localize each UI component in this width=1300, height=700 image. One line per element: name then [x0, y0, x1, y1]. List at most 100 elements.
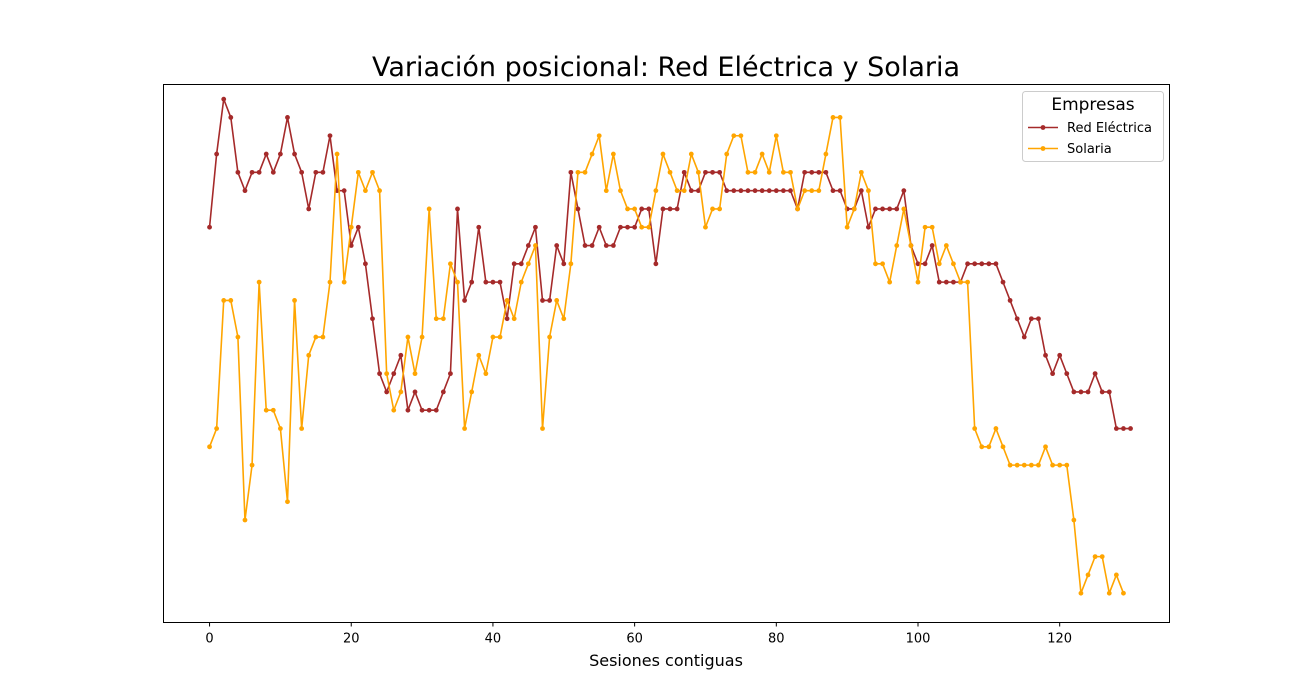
- data-point-red-electrica: [355, 224, 361, 230]
- data-point-red-electrica: [214, 151, 220, 157]
- data-point-solaria: [228, 298, 234, 303]
- data-point-solaria: [277, 426, 283, 431]
- data-point-red-electrica: [490, 279, 496, 285]
- legend-frame: [1022, 91, 1164, 162]
- data-point-red-electrica: [943, 279, 949, 285]
- data-point-red-electrica: [1064, 371, 1070, 377]
- data-point-solaria: [851, 206, 857, 212]
- data-point-red-electrica: [504, 316, 510, 322]
- data-point-solaria: [1007, 462, 1013, 468]
- data-point-red-electrica: [370, 316, 375, 322]
- data-point-solaria: [858, 169, 864, 175]
- data-point-red-electrica: [1121, 426, 1126, 431]
- x-tick-label: 120: [1047, 632, 1072, 647]
- data-point-solaria: [377, 188, 382, 194]
- data-point-red-electrica: [455, 206, 460, 212]
- legend-label-red-electrica: Red Eléctrica: [1067, 121, 1152, 136]
- data-point-solaria: [1043, 444, 1048, 450]
- data-point-solaria: [979, 444, 985, 450]
- data-point-solaria: [540, 426, 545, 431]
- data-point-red-electrica: [327, 133, 333, 139]
- data-point-solaria: [1113, 572, 1119, 578]
- data-point-solaria: [901, 206, 907, 212]
- data-point-red-electrica: [603, 243, 609, 248]
- data-point-red-electrica: [823, 169, 829, 175]
- data-point-solaria: [1121, 590, 1126, 596]
- data-point-solaria: [469, 389, 475, 395]
- data-point-red-electrica: [377, 371, 382, 377]
- x-tick-label: 0: [205, 632, 213, 647]
- data-point-red-electrica: [412, 389, 418, 395]
- data-point-solaria: [766, 169, 772, 175]
- data-point-solaria: [320, 334, 326, 340]
- data-point-solaria: [773, 133, 779, 139]
- data-point-solaria: [752, 169, 758, 175]
- data-point-solaria: [582, 169, 588, 175]
- data-point-solaria: [695, 169, 701, 175]
- data-point-solaria: [908, 243, 914, 248]
- data-point-red-electrica: [341, 188, 347, 194]
- data-point-red-electrica: [426, 407, 432, 413]
- data-point-red-electrica: [596, 224, 602, 230]
- data-point-red-electrica: [639, 206, 645, 212]
- data-point-red-electrica: [518, 261, 524, 267]
- data-point-solaria: [745, 169, 751, 175]
- data-point-red-electrica: [717, 169, 723, 175]
- data-point-solaria: [667, 169, 673, 175]
- data-point-solaria: [823, 151, 829, 157]
- data-point-red-electrica: [880, 206, 885, 212]
- data-point-solaria: [618, 188, 623, 194]
- data-point-red-electrica: [731, 188, 737, 194]
- data-point-red-electrica: [313, 169, 319, 175]
- data-point-solaria: [1036, 462, 1041, 468]
- data-point-red-electrica: [681, 169, 687, 175]
- data-point-red-electrica: [873, 206, 878, 212]
- data-point-solaria: [1000, 444, 1006, 450]
- data-point-solaria: [1064, 462, 1070, 468]
- data-point-solaria: [214, 426, 220, 431]
- data-point-solaria: [710, 206, 715, 212]
- data-point-solaria: [1028, 462, 1034, 468]
- data-point-red-electrica: [887, 206, 893, 212]
- data-point-solaria: [866, 188, 871, 194]
- data-point-red-electrica: [242, 188, 248, 194]
- x-axis-label: Sesiones contiguas: [589, 651, 743, 670]
- x-tick-label: 60: [626, 632, 643, 647]
- data-point-red-electrica: [497, 279, 503, 285]
- data-point-red-electrica: [235, 169, 241, 175]
- data-point-solaria: [802, 188, 808, 194]
- data-point-red-electrica: [703, 169, 708, 175]
- data-point-solaria: [334, 151, 340, 157]
- data-point-red-electrica: [915, 261, 921, 267]
- data-point-red-electrica: [674, 206, 680, 212]
- data-point-solaria: [476, 352, 482, 358]
- data-point-solaria: [433, 316, 439, 322]
- data-point-solaria: [731, 133, 737, 139]
- data-point-red-electrica: [1092, 371, 1098, 377]
- data-point-red-electrica: [228, 115, 234, 120]
- data-point-red-electrica: [1106, 389, 1112, 395]
- data-point-red-electrica: [306, 206, 312, 212]
- data-point-red-electrica: [440, 389, 446, 395]
- data-point-solaria: [788, 169, 793, 175]
- data-point-red-electrica: [929, 243, 935, 248]
- data-point-solaria: [816, 188, 822, 194]
- data-point-solaria: [455, 279, 460, 285]
- data-point-solaria: [625, 206, 630, 212]
- data-point-solaria: [554, 298, 560, 303]
- data-point-red-electrica: [695, 188, 701, 194]
- data-point-solaria: [646, 224, 652, 230]
- data-point-solaria: [270, 407, 276, 413]
- data-point-solaria: [419, 334, 425, 340]
- data-point-red-electrica: [745, 188, 751, 194]
- data-point-solaria: [525, 261, 531, 267]
- data-point-solaria: [292, 298, 297, 303]
- data-point-red-electrica: [1000, 279, 1006, 285]
- data-point-red-electrica: [738, 188, 744, 194]
- data-point-solaria: [1106, 590, 1112, 596]
- data-point-solaria: [391, 407, 397, 413]
- data-point-solaria: [922, 224, 928, 230]
- data-point-red-electrica: [1021, 334, 1027, 340]
- data-point-solaria: [1099, 554, 1105, 560]
